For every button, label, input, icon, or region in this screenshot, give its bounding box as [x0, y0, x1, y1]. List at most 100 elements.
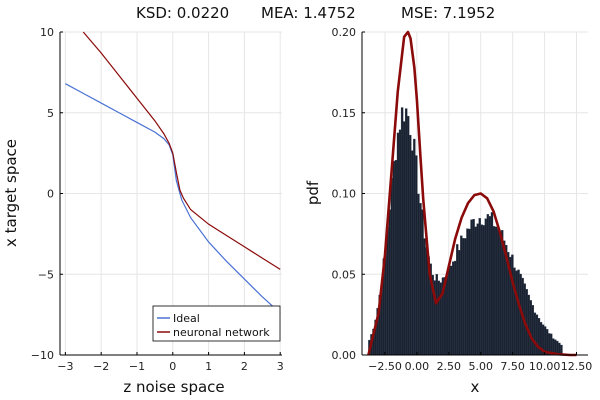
histogram-bar — [394, 159, 398, 356]
pdf-curve-group — [367, 30, 577, 357]
histogram-bar — [405, 108, 408, 356]
right-y-tick-label: 0.10 — [332, 188, 357, 201]
left-x-tick-label: 1 — [205, 360, 212, 373]
histogram-bar — [484, 218, 488, 356]
histogram-bar — [496, 228, 500, 356]
histogram-bar — [503, 240, 506, 356]
right-y-tick-label: 0.05 — [332, 268, 357, 281]
right-y-tick-label: 0.00 — [332, 349, 357, 362]
histogram-bar — [533, 312, 537, 356]
histogram-bar — [482, 225, 485, 356]
histogram-bar — [396, 132, 400, 356]
histogram-bar — [411, 150, 414, 356]
histogram-bar — [515, 270, 518, 356]
right-x-tick-label: 2.50 — [437, 360, 462, 373]
title-ksd: KSD: 0.0220 — [136, 4, 229, 22]
title-mse: MSE: 7.1952 — [401, 4, 495, 22]
legend-label-ideal: Ideal — [173, 312, 200, 325]
right-y-tick-label: 0.15 — [332, 107, 357, 120]
histogram-bar — [460, 235, 463, 356]
histogram-bar — [490, 212, 494, 356]
histogram-bar — [511, 254, 514, 356]
histogram-bar — [494, 226, 498, 356]
left-x-tick-label: −1 — [129, 360, 145, 373]
histogram-bar — [478, 218, 481, 356]
histogram-bar — [492, 226, 496, 356]
right-x-tick-label: 5.00 — [468, 360, 493, 373]
histogram-bar — [435, 274, 438, 356]
histogram-bar — [517, 269, 520, 356]
histogram-bar — [409, 134, 412, 356]
pdf-curve-line — [367, 30, 577, 357]
histogram-bar — [476, 223, 479, 356]
histogram-bar — [480, 224, 483, 356]
histogram-bar — [470, 219, 473, 356]
histogram-bar — [472, 218, 475, 356]
left-y-axis-label: x target space — [2, 139, 20, 247]
right-y-axis-label: pdf — [304, 180, 322, 205]
left-series-group — [65, 31, 281, 314]
legend-box — [152, 305, 281, 342]
right-x-axis-label: x — [471, 378, 480, 396]
right-x-tick-label: 0.00 — [405, 360, 430, 373]
histogram-bar — [392, 161, 396, 356]
histogram-bar — [423, 238, 426, 356]
histogram-bar — [531, 305, 535, 356]
histogram-bar — [486, 214, 490, 356]
left-axis-frame — [59, 31, 282, 356]
right-axis-frame — [361, 31, 588, 356]
left-x-tick-label: −2 — [93, 360, 109, 373]
histogram-bar — [386, 226, 389, 356]
right-x-tick-label: 10.00 — [529, 360, 561, 373]
histogram-bar — [498, 233, 502, 356]
histogram-bars — [368, 107, 563, 356]
histogram-bar — [462, 238, 465, 356]
histogram-bar — [456, 244, 459, 356]
right-x-tick-label: −2.50 — [368, 360, 402, 373]
histogram-bar — [458, 250, 461, 356]
histogram-bar — [415, 155, 418, 356]
histogram-bar — [413, 138, 416, 356]
left-x-tick-label: 2 — [241, 360, 248, 373]
left-x-tick-label: 0 — [169, 360, 176, 373]
histogram-bar — [501, 230, 504, 356]
histogram-bar — [529, 300, 532, 356]
histogram-bar — [398, 129, 402, 356]
legend-label-neuronal-network: neuronal network — [173, 326, 270, 339]
histogram-bar — [388, 209, 391, 356]
histogram-bar — [402, 121, 406, 356]
histogram-bar — [419, 203, 422, 356]
left-y-tick-label: −10 — [31, 349, 54, 362]
histogram-bar — [527, 294, 530, 356]
histogram-bar — [454, 260, 457, 356]
series-line-neuronal-network — [82, 31, 281, 270]
left-y-tick-label: 10 — [40, 26, 54, 39]
histogram-bar — [466, 228, 469, 356]
histogram-bar — [474, 226, 477, 356]
right-x-tick-label: 7.50 — [500, 360, 525, 373]
histogram-bar — [421, 209, 424, 356]
histogram-bar — [445, 275, 449, 356]
histogram-bar — [535, 314, 539, 356]
histogram-bar — [417, 193, 420, 356]
left-x-tick-label: 3 — [277, 360, 284, 373]
right-plot: −2.50 0.00 2.50 5.00 7.50 10.00 12.500.000.050… — [304, 26, 592, 396]
histogram-bar — [407, 115, 410, 356]
histogram-bar — [425, 247, 428, 356]
histogram-bar — [447, 264, 451, 356]
right-tick-labels: −2.50 0.00 2.50 5.00 7.50 10.00 12.500.000.050… — [332, 26, 593, 373]
title-mea: MEA: 1.4752 — [261, 4, 356, 22]
histogram-bar — [400, 107, 404, 356]
histogram-bar — [437, 280, 441, 356]
left-y-tick-label: 5 — [47, 107, 54, 120]
histogram-bar — [513, 267, 516, 356]
histogram-bar — [468, 228, 471, 356]
left-y-tick-label: −5 — [38, 268, 54, 281]
left-y-tick-label: 0 — [47, 188, 54, 201]
histogram-bar — [451, 261, 455, 356]
histogram-bar — [390, 177, 394, 356]
legend: Ideal neuronal network — [152, 305, 281, 342]
left-grid — [60, 31, 282, 356]
